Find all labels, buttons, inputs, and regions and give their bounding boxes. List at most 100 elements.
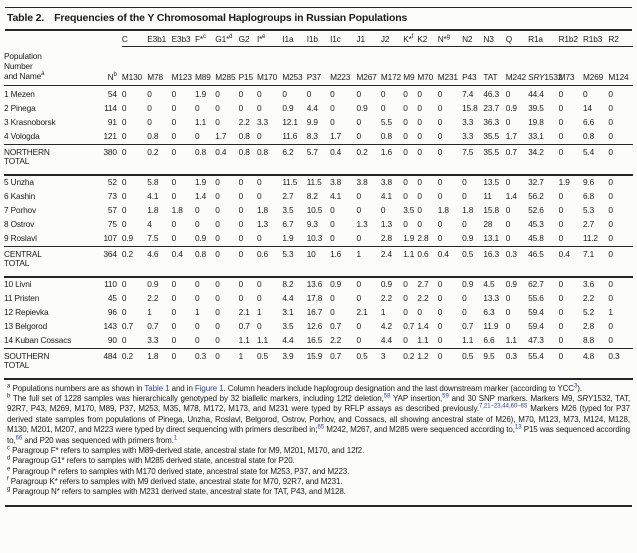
- frequency-cell: 0: [417, 116, 422, 127]
- frequency-cell: 0.4: [558, 245, 583, 278]
- marker-header-cell: M89: [194, 46, 216, 86]
- frequency-cell: 0: [403, 88, 408, 99]
- reference-link[interactable]: 1: [173, 434, 178, 441]
- frequency-cell: 5.3: [582, 204, 595, 215]
- frequency-cell: 0: [558, 334, 564, 345]
- frequency-cell: 0: [380, 204, 386, 215]
- frequency-cell: 0: [356, 320, 361, 331]
- frequency-cell: 1.8: [437, 204, 449, 215]
- frequency-cell: 1.7: [505, 130, 517, 141]
- population-row: 10 Livni 110 0 0.9 0 0 0 0 0 8.2 13.6 0.9 0 0.9 0 2.7 0 0…: [4, 277, 633, 292]
- reference-link[interactable]: 13: [514, 424, 522, 431]
- reference-link[interactable]: 66: [15, 434, 23, 441]
- footnote-letter: c: [7, 445, 10, 452]
- frequency-cell: 2.1: [356, 306, 368, 317]
- frequency-cell: 0.9: [147, 278, 159, 289]
- frequency-cell: 28: [483, 218, 493, 229]
- frequency-cell: 0: [558, 204, 564, 215]
- frequency-cell: 0: [558, 292, 564, 303]
- italic-gene-symbol: SRY: [577, 393, 594, 403]
- frequency-cell: 0: [238, 218, 244, 229]
- frequency-cell: 0: [238, 102, 244, 113]
- frequency-cell: 4.8: [582, 347, 609, 380]
- frequency-cell: 0: [462, 218, 467, 229]
- reference-link[interactable]: 65: [317, 424, 325, 431]
- frequency-cell: 0: [505, 116, 511, 127]
- population-name: 3 Krasnoborsk: [4, 116, 56, 127]
- frequency-cell: 6.2: [282, 143, 307, 176]
- frequency-cell: 1.9: [194, 88, 207, 99]
- marker-header-cell: M269: [582, 46, 609, 86]
- frequency-cell: 0: [505, 204, 511, 215]
- population-name: 13 Belgorod: [4, 320, 48, 331]
- frequency-cell: 55.6: [528, 292, 544, 303]
- footnote-letter: e: [7, 466, 11, 473]
- reference-link[interactable]: 7,21–23,44,60–65: [478, 403, 528, 410]
- population-row: 11 Pristen 45 0 2.2 0 0 0 0 0 4.4 17.8 0 0 2.2 0 2.2 0 0 1…: [4, 292, 633, 306]
- frequency-cell: 0: [505, 232, 511, 243]
- frequency-cell: 7.5: [462, 143, 484, 176]
- n-column-spacer: [95, 31, 121, 47]
- frequency-cell: 12.6: [306, 320, 323, 331]
- haplogroup-header-cell: R1a: [528, 31, 559, 47]
- frequency-cell: 0: [330, 232, 335, 243]
- haplogroup-header-cell: G2: [238, 31, 257, 47]
- frequency-cell: 0: [330, 116, 335, 127]
- frequency-cell: 15.8: [462, 102, 478, 113]
- frequency-cell: 5.2: [582, 306, 595, 317]
- frequency-cell: 10: [306, 245, 331, 278]
- frequency-cell: 3.9: [282, 347, 307, 380]
- marker-header-cell: M285: [215, 46, 239, 86]
- italic-gene-symbol: SRY: [528, 71, 545, 82]
- frequency-cell: 0: [462, 292, 467, 303]
- frequency-cell: 1: [256, 306, 262, 317]
- frequency-cell: 0: [417, 306, 422, 317]
- frequency-cell: 0.9: [462, 278, 474, 289]
- frequency-cell: 0: [171, 232, 177, 243]
- frequency-cell: 0: [437, 190, 443, 201]
- frequency-cell: 5.7: [306, 143, 331, 176]
- footnote: g Paragroup N* refers to samples with M2…: [7, 486, 346, 497]
- frequency-cell: 1.7: [330, 130, 342, 141]
- population-row: 12 Repievka 96 0 1 0 1 0 2.1 1 3.1 16.7 0 2.1 1 0 0 0 0 6.…: [4, 306, 633, 320]
- frequency-cell: 17.8: [306, 292, 323, 303]
- frequency-cell: 0.3: [505, 245, 529, 278]
- figure1-link[interactable]: Figure 1: [194, 383, 224, 393]
- frequency-cell: 16.5: [306, 334, 323, 345]
- frequency-cell: 0: [356, 204, 361, 215]
- marker-header-row: Population Number and Namea Nb M130 M78 M123…: [4, 46, 633, 86]
- reference-link[interactable]: 59: [442, 393, 449, 400]
- frequency-cell: 0: [437, 232, 443, 243]
- reference-link[interactable]: 3: [573, 382, 578, 389]
- frequency-cell: 4.4: [306, 102, 318, 113]
- marker-header-cell: M267: [356, 46, 381, 86]
- frequency-cell: 0.6: [417, 245, 438, 278]
- frequency-cell: 0: [356, 130, 361, 141]
- frequency-cell: 0: [215, 245, 239, 278]
- frequency-cell: 0: [121, 306, 127, 317]
- frequency-cell: 0: [330, 306, 335, 317]
- frequency-cell: 59.4: [528, 320, 544, 331]
- frequency-cell: 0.5: [356, 347, 381, 380]
- sample-size-value: 143: [103, 320, 117, 331]
- frequency-cell: 6.6: [582, 116, 595, 127]
- frequency-cell: 0: [215, 218, 220, 229]
- footnote: a Populations numbers are as shown in Ta…: [7, 382, 582, 393]
- table1-link[interactable]: Table 1: [144, 383, 170, 393]
- frequency-cell: 0: [121, 204, 127, 215]
- frequency-cell: 0: [608, 218, 613, 229]
- frequency-cell: 0: [215, 102, 220, 113]
- frequency-cell: 0.8: [238, 130, 250, 141]
- frequency-cell: 0: [437, 334, 443, 345]
- frequency-cell: 62.7: [528, 278, 544, 289]
- frequency-cell: 1.4: [194, 190, 207, 201]
- frequency-cell: 1.3: [256, 218, 269, 229]
- frequency-cell: 4: [147, 218, 152, 229]
- population-row: 5 Unzha 52 0 5.8 0 1.9 0 0 0 11.5 11.5 3.8 3.8 3.8 0 0 0…: [4, 175, 633, 190]
- frequency-cell: 9.6: [582, 176, 595, 187]
- frequency-cell: 56.2: [528, 190, 544, 201]
- frequency-cell: 2.2: [380, 292, 392, 303]
- reference-link[interactable]: 58: [383, 393, 391, 400]
- frequency-cell: 2.1: [238, 306, 250, 317]
- haplogroup-header-cell: R1b2: [558, 31, 583, 47]
